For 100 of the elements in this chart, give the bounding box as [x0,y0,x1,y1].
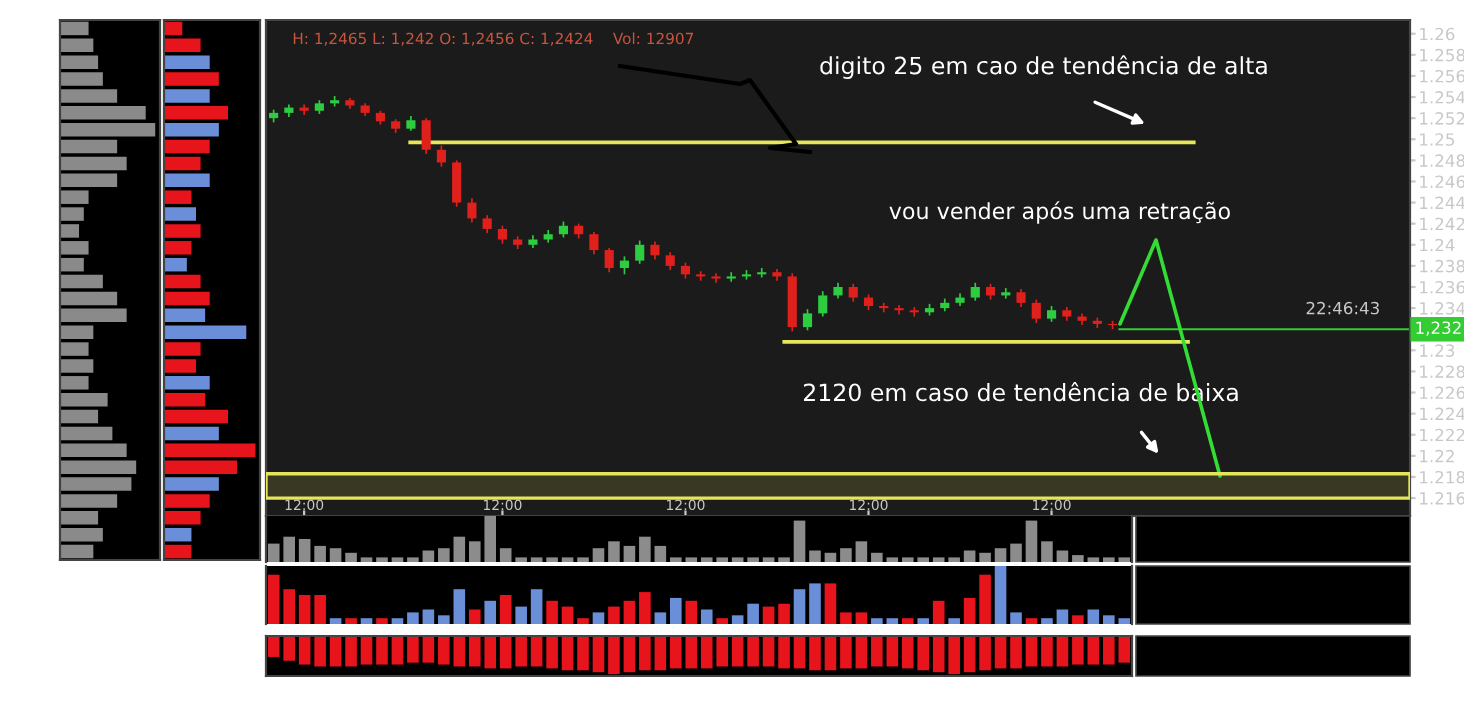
bar [376,618,388,624]
bar [484,600,497,624]
bar [60,139,118,154]
bar [592,548,605,562]
bar [1041,541,1053,562]
bar [164,190,192,204]
bar [592,612,605,624]
bar [871,552,883,562]
bar [1056,550,1069,562]
bar [1041,618,1053,624]
candlestick [467,197,477,224]
bar [422,609,435,624]
candlestick [635,239,645,265]
bar [60,274,103,289]
bar [654,545,667,562]
bar [164,376,210,390]
bar [438,548,450,562]
bar [360,618,373,624]
bar [164,106,228,120]
bar [468,609,481,624]
bar [60,21,89,36]
bar [164,527,192,542]
bar [809,583,821,624]
bar [871,618,883,624]
bar [164,139,210,154]
bar [623,600,636,624]
bar [391,618,404,624]
bar [438,615,450,624]
bar [824,583,837,624]
candlestick [589,231,599,256]
bar [1010,612,1022,624]
bar [164,409,228,424]
bar [716,618,728,624]
bar [298,595,311,624]
bar [164,544,192,559]
bar [901,618,914,624]
bar [453,589,466,624]
bar [855,612,868,624]
bar [499,595,512,624]
bar [809,550,821,562]
bar [793,589,806,624]
bar [1025,618,1038,624]
bar [407,612,419,624]
bar [1056,609,1069,624]
bar [1072,615,1084,624]
bar [164,207,196,221]
bar [994,548,1007,562]
bar [963,597,976,624]
bar [329,618,342,624]
bar [886,618,899,624]
bar [840,612,852,624]
bar [60,544,94,559]
bar [917,618,930,624]
bar [840,548,852,562]
bar [577,618,589,624]
bar [164,274,201,289]
bar [164,122,219,137]
candlestick [696,270,706,282]
bar [164,55,210,69]
bar [164,38,201,53]
annotation: vou vender após uma retração [889,201,1230,224]
candlestick [802,308,813,332]
bar [164,89,210,103]
bar [731,615,744,624]
candlestick [452,159,462,208]
bar [164,426,219,441]
bar [639,592,651,624]
bar [778,603,790,624]
bar [60,426,113,441]
bar [623,545,636,562]
bar [1025,520,1038,562]
annotation: 22:46:43 [1306,301,1379,315]
bar [1072,555,1084,562]
bar [948,618,960,624]
candlestick [421,117,431,155]
bar [345,552,357,562]
bar [164,72,219,86]
bar [963,550,976,562]
candlestick [909,306,919,318]
bar [60,291,118,306]
candlestick [1031,298,1041,324]
bar [561,606,574,624]
bar [639,536,651,562]
bar [654,612,667,624]
bar [1010,543,1022,562]
bar [685,600,698,624]
bar [329,548,342,562]
bar [546,600,558,624]
bar [747,603,759,624]
bar [670,597,682,624]
bar [60,156,127,171]
bar [422,550,435,562]
bar [979,552,991,562]
bar [164,392,206,407]
bar [515,606,527,624]
bar [298,539,311,562]
bar [345,618,357,624]
bar [979,574,991,624]
bar [762,606,775,624]
bar [314,595,326,624]
